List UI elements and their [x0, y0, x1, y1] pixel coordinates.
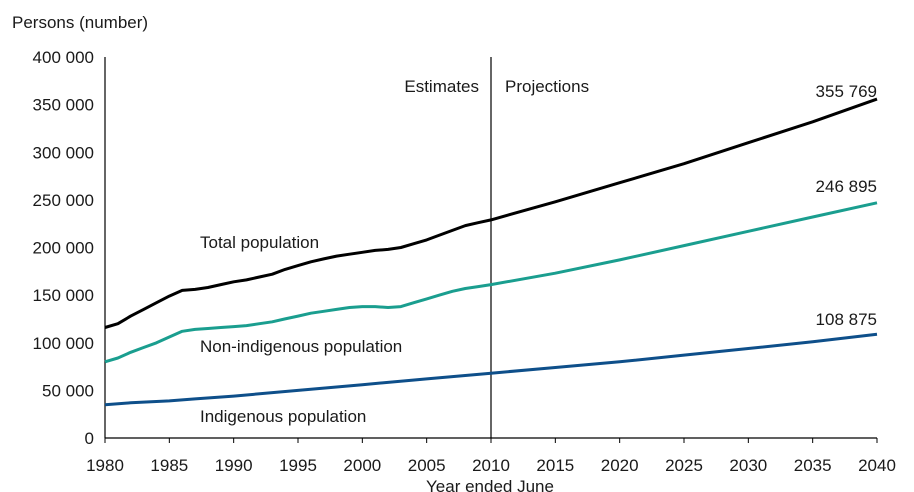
x-tick-label: 1990 [215, 456, 253, 475]
y-tick-label: 250 000 [33, 191, 94, 210]
projections-label: Projections [505, 77, 589, 96]
series-label-total: Total population [200, 233, 319, 252]
y-tick-label: 350 000 [33, 96, 94, 115]
x-tick-label: 2030 [729, 456, 767, 475]
estimates-label: Estimates [404, 77, 479, 96]
non-indigenous-population-line [104, 201, 878, 364]
y-tick-label: 300 000 [33, 143, 94, 162]
y-tick-label: 400 000 [33, 48, 94, 67]
x-tick-label: 2035 [794, 456, 832, 475]
y-tick-label: 50 000 [42, 381, 94, 400]
x-tick-label: 2015 [536, 456, 574, 475]
x-tick-label: 2025 [665, 456, 703, 475]
y-tick-label: 200 000 [33, 239, 94, 258]
y-tick-label: 100 000 [33, 334, 94, 353]
series-lines [104, 97, 878, 407]
end-value-non-indigenous: 246 895 [816, 177, 877, 196]
series-label-indigenous: Indigenous population [200, 407, 366, 426]
x-axis-title: Year ended June [426, 477, 554, 492]
x-tick-label: 2040 [858, 456, 896, 475]
y-tick-label: 0 [85, 429, 94, 448]
x-tick-label: 1985 [150, 456, 188, 475]
x-tick-label: 2005 [408, 456, 446, 475]
series-label-non-indigenous: Non-indigenous population [200, 337, 402, 356]
x-tick-label: 2020 [601, 456, 639, 475]
y-axis-ticks: 0 50 000 100 000 150 000 200 000 250 000 300 0… [33, 48, 94, 448]
end-value-indigenous: 108 875 [816, 310, 877, 329]
y-tick-label: 150 000 [33, 286, 94, 305]
end-value-total: 355 769 [816, 82, 877, 101]
y-axis-title: Persons (number) [12, 13, 148, 32]
x-tick-label: 2000 [343, 456, 381, 475]
total-population-line [104, 97, 878, 329]
x-tick-label: 2010 [472, 456, 510, 475]
x-tick-label: 1995 [279, 456, 317, 475]
indigenous-population-line [104, 332, 878, 407]
x-axis-ticks: 1980 1985 1990 1995 2000 2005 2010 2015 2020 2025… [86, 438, 896, 475]
x-tick-label: 1980 [86, 456, 124, 475]
